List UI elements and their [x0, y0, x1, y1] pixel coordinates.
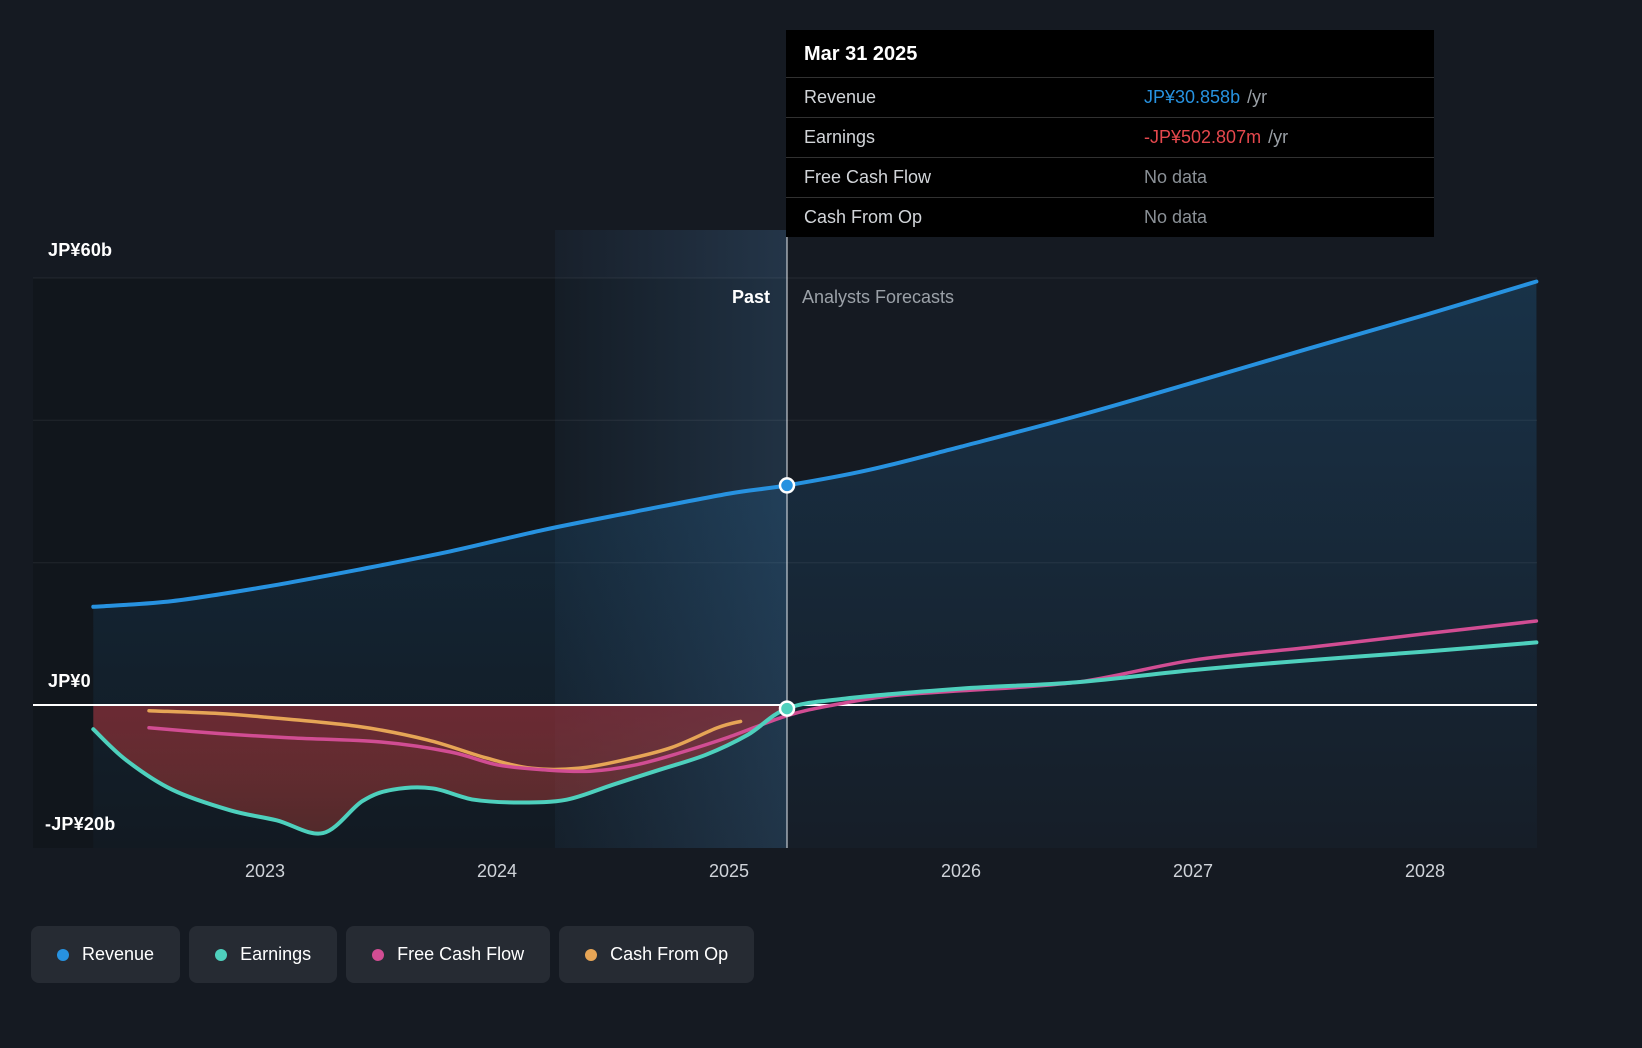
x-tick-2026: 2026 [940, 861, 982, 881]
tooltip-row-value: -JP¥502.807m [1144, 127, 1262, 147]
earnings-series-dot-icon [215, 948, 228, 961]
legend-label: Cash From Op [610, 944, 729, 964]
y-axis-label-60b: JP¥60b [48, 240, 113, 260]
legend-label: Revenue [82, 944, 155, 964]
past-label: Past [731, 287, 770, 307]
tooltip-row-label: Earnings [804, 127, 876, 147]
x-tick-2027: 2027 [1172, 861, 1214, 881]
tooltip-row-value: JP¥30.858b [1144, 87, 1241, 107]
y-axis-label-neg20b: -JP¥20b [45, 814, 116, 834]
tooltip-row-value: No data [1144, 167, 1208, 187]
legend-item-earnings[interactable]: Earnings [189, 926, 338, 983]
tooltip-row-value: No data [1144, 207, 1208, 227]
tooltip-row-free-cash-flow: Free Cash Flow No data [786, 157, 1434, 197]
x-tick-2025: 2025 [708, 861, 750, 881]
revenue-series-dot-icon [57, 948, 69, 961]
tooltip-row-revenue: Revenue JP¥30.858b /yr [786, 77, 1434, 117]
legend-item-cash-from-op[interactable]: Cash From Op [559, 926, 755, 983]
x-tick-2028: 2028 [1404, 861, 1446, 881]
tooltip-row-cash-from-op: Cash From Op No data [786, 197, 1434, 237]
legend-item-revenue[interactable]: Revenue [31, 926, 181, 983]
tooltip-row-suffix: /yr [1268, 127, 1289, 147]
x-tick-2024: 2024 [476, 861, 518, 881]
legend-item-free-cash-flow[interactable]: Free Cash Flow [346, 926, 551, 983]
tooltip-row-earnings: Earnings -JP¥502.807m /yr [786, 117, 1434, 157]
legend-label: Earnings [240, 944, 312, 964]
tooltip-row-label: Revenue [804, 87, 877, 107]
legend-label: Free Cash Flow [397, 944, 525, 964]
legend: Revenue Earnings Free Cash Flow Cash Fro… [31, 926, 755, 983]
forecast-label: Analysts Forecasts [802, 287, 955, 307]
tooltip-row-suffix: /yr [1247, 87, 1268, 107]
tooltip-row-label: Free Cash Flow [804, 167, 932, 187]
free-cash-flow-series-dot-icon [372, 948, 385, 961]
tooltip: Mar 31 2025 Revenue JP¥30.858b /yr Earni… [786, 30, 1434, 237]
y-axis-label-0: JP¥0 [48, 671, 91, 691]
cash-from-op-series-dot-icon [585, 948, 598, 961]
tooltip-date: Mar 31 2025 [804, 43, 918, 65]
tooltip-row-label: Cash From Op [804, 207, 923, 227]
x-tick-2023: 2023 [244, 861, 286, 881]
